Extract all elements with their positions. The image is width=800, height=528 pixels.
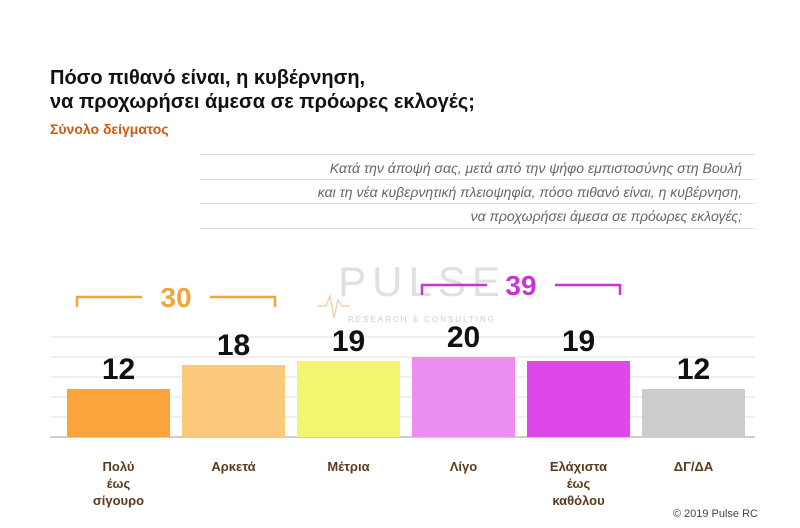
chart-title: Πόσο πιθανό είναι, η κυβέρνηση, να προχω…: [50, 66, 475, 114]
survey-question-line-3: να προχωρήσει άμεσα σε πρόωρες εκλογές;: [470, 208, 742, 224]
category-label: έως: [567, 476, 591, 491]
category-label: ΔΓ/ΔΑ: [674, 459, 714, 474]
watermark-pulse-icon: [318, 293, 350, 319]
category-label: Λίγο: [450, 459, 478, 474]
bar-value-label: 12: [677, 353, 710, 386]
question-rule-3: [200, 228, 755, 229]
bar: [67, 389, 170, 437]
bar: [297, 361, 400, 437]
category-label: σίγουρο: [93, 493, 144, 508]
survey-question-line-1: Κατά την άποψή σας, μετά από την ψήφο εμ…: [329, 160, 742, 176]
survey-question: Κατά την άποψή σας, μετά από την ψήφο εμ…: [142, 156, 742, 228]
bar-value-label: 19: [332, 325, 365, 358]
bar: [527, 361, 630, 437]
group-bracket: 30: [75, 282, 277, 313]
chart-subtitle: Σύνολο δείγματος: [50, 121, 169, 137]
watermark-brand: PULSE: [338, 258, 506, 305]
group-bracket-line: [75, 295, 277, 307]
category-label: έως: [107, 476, 131, 491]
bar-value-label: 20: [447, 321, 480, 354]
pulse-watermark: PULSE RESEARCH & CONSULTING: [318, 258, 506, 324]
category-label: Αρκετά: [211, 459, 255, 474]
watermark-tagline: RESEARCH & CONSULTING: [348, 315, 496, 324]
bar: [412, 357, 515, 437]
group-bracket-line: [420, 283, 622, 295]
question-rule-1: [200, 179, 755, 180]
bar: [182, 365, 285, 437]
bar-value-label: 18: [217, 329, 250, 362]
group-total-label: 39: [505, 270, 536, 301]
category-label: Πολύ: [103, 459, 135, 474]
category-label: Μέτρια: [327, 459, 369, 474]
group-total-label: 30: [160, 282, 191, 313]
copyright-footer: © 2019 Pulse RC: [672, 508, 758, 520]
bar: [642, 389, 745, 437]
bar-value-label: 12: [102, 353, 135, 386]
chart-title-line-2: να προχωρήσει άμεσα σε πρόωρες εκλογές;: [50, 91, 475, 113]
question-rule-top: [200, 154, 755, 155]
category-label: καθόλου: [552, 493, 605, 508]
bar-value-label: 19: [562, 325, 595, 358]
group-bracket: 39: [420, 270, 622, 301]
category-label: Ελάχιστα: [550, 459, 607, 474]
survey-question-line-2: και τη νέα κυβερνητική πλειοψηφία, πόσο …: [317, 184, 742, 200]
chart-title-line-1: Πόσο πιθανό είναι, η κυβέρνηση,: [50, 67, 366, 89]
question-rule-2: [200, 203, 755, 204]
